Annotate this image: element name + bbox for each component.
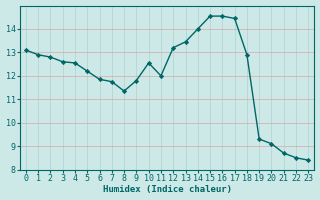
X-axis label: Humidex (Indice chaleur): Humidex (Indice chaleur) <box>103 185 232 194</box>
